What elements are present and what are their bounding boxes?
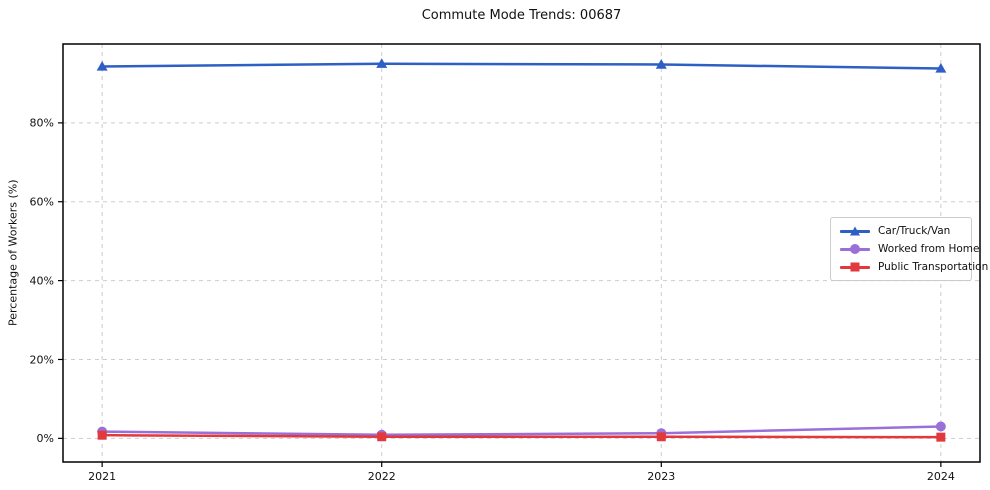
svg-text:2022: 2022 (368, 470, 396, 483)
legend-item-worked-from-home: Worked from Home (840, 242, 979, 256)
line-triangle-marker-icon (840, 225, 870, 237)
svg-text:80%: 80% (30, 117, 54, 130)
legend-label: Worked from Home (878, 243, 980, 255)
svg-text:2024: 2024 (927, 470, 955, 483)
svg-text:2023: 2023 (647, 470, 675, 483)
svg-text:0%: 0% (37, 432, 54, 445)
svg-text:2021: 2021 (88, 470, 116, 483)
legend-item-car-truck-van: Car/Truck/Van (840, 224, 962, 238)
series-car-truck-van (96, 58, 947, 73)
y-grid-and-ticks: 0% 20% 40% 60% 80% (30, 117, 980, 445)
legend-label: Car/Truck/Van (878, 225, 951, 237)
svg-text:20%: 20% (30, 353, 54, 366)
x-grid-and-ticks: 2021 2022 2023 2024 (88, 44, 955, 483)
legend-label: Public Transportation (878, 261, 989, 273)
series-public-transportation (97, 430, 946, 442)
legend-item-public-transportation: Public Transportation (840, 260, 988, 274)
line-circle-marker-icon (840, 243, 870, 255)
svg-text:40%: 40% (30, 274, 54, 287)
chart-title: Commute Mode Trends: 00687 (421, 8, 622, 23)
line-square-marker-icon (840, 261, 870, 273)
legend: Car/Truck/Van Worked from Home Public Tr… (830, 217, 988, 281)
plot-border (62, 43, 981, 463)
svg-text:60%: 60% (30, 196, 54, 209)
